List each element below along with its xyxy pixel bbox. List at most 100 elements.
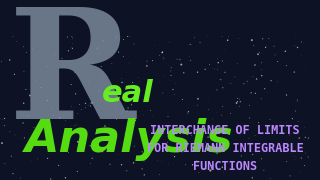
- Point: [140, 134, 146, 137]
- Point: [213, 111, 219, 114]
- Point: [196, 171, 201, 174]
- Point: [148, 109, 153, 112]
- Point: [48, 178, 53, 180]
- Point: [250, 75, 255, 78]
- Point: [259, 157, 264, 160]
- Point: [114, 36, 119, 39]
- Point: [114, 102, 119, 105]
- Point: [215, 68, 220, 71]
- Point: [259, 68, 264, 71]
- Point: [157, 80, 163, 83]
- Point: [131, 161, 136, 164]
- Point: [161, 56, 166, 59]
- Point: [140, 167, 145, 170]
- Text: Analysis: Analysis: [25, 118, 233, 161]
- Point: [295, 46, 300, 49]
- Point: [23, 154, 28, 157]
- Point: [126, 62, 131, 65]
- Point: [116, 153, 121, 156]
- Point: [49, 106, 54, 109]
- Point: [297, 137, 302, 140]
- Point: [172, 155, 177, 158]
- Point: [150, 59, 155, 62]
- Point: [247, 116, 252, 119]
- Point: [36, 97, 42, 100]
- Point: [214, 88, 220, 91]
- Point: [180, 151, 185, 154]
- Point: [247, 104, 252, 107]
- Point: [281, 149, 286, 152]
- Point: [278, 121, 284, 124]
- Point: [53, 53, 58, 56]
- Point: [108, 163, 113, 166]
- Point: [178, 58, 183, 61]
- Point: [194, 159, 199, 162]
- Point: [250, 176, 255, 179]
- Point: [70, 47, 75, 50]
- Point: [162, 74, 167, 77]
- Point: [60, 64, 65, 67]
- Point: [192, 36, 197, 39]
- Point: [222, 71, 228, 74]
- Point: [12, 134, 18, 136]
- Point: [280, 61, 285, 64]
- Point: [293, 36, 298, 39]
- Point: [29, 159, 35, 162]
- Point: [161, 58, 166, 60]
- Point: [153, 126, 158, 129]
- Point: [262, 87, 267, 90]
- Point: [166, 121, 172, 124]
- Point: [87, 78, 92, 81]
- Point: [291, 150, 296, 153]
- Point: [68, 83, 74, 86]
- Point: [62, 123, 67, 126]
- Point: [45, 65, 50, 68]
- Point: [79, 108, 84, 111]
- Point: [90, 61, 95, 64]
- Point: [61, 138, 66, 141]
- Point: [18, 137, 23, 140]
- Point: [299, 40, 304, 43]
- Point: [299, 54, 304, 57]
- Point: [18, 177, 23, 179]
- Point: [10, 35, 15, 37]
- Point: [132, 42, 137, 45]
- Point: [186, 110, 191, 113]
- Point: [48, 172, 53, 174]
- Point: [69, 35, 75, 37]
- Point: [86, 80, 91, 83]
- Point: [181, 71, 186, 74]
- Point: [107, 66, 112, 69]
- Point: [205, 136, 211, 139]
- Point: [170, 88, 175, 91]
- Point: [129, 104, 134, 107]
- Point: [303, 65, 308, 68]
- Point: [160, 91, 165, 94]
- Point: [243, 52, 248, 55]
- Point: [89, 158, 94, 160]
- Point: [122, 81, 127, 84]
- Point: [198, 142, 204, 145]
- Point: [31, 126, 36, 129]
- Point: [88, 144, 93, 147]
- Point: [10, 172, 15, 175]
- Point: [83, 106, 88, 109]
- Point: [283, 50, 288, 53]
- Point: [88, 162, 93, 165]
- Point: [235, 62, 240, 65]
- Point: [51, 114, 56, 117]
- Point: [238, 87, 243, 90]
- Point: [26, 145, 31, 148]
- Point: [35, 158, 40, 160]
- Point: [95, 47, 100, 50]
- Point: [124, 121, 130, 123]
- Point: [303, 152, 308, 154]
- Point: [88, 66, 93, 69]
- Point: [240, 40, 245, 42]
- Point: [92, 35, 97, 38]
- Point: [69, 46, 74, 49]
- Point: [88, 105, 93, 107]
- Point: [140, 132, 145, 135]
- Point: [29, 141, 35, 144]
- Point: [220, 139, 226, 142]
